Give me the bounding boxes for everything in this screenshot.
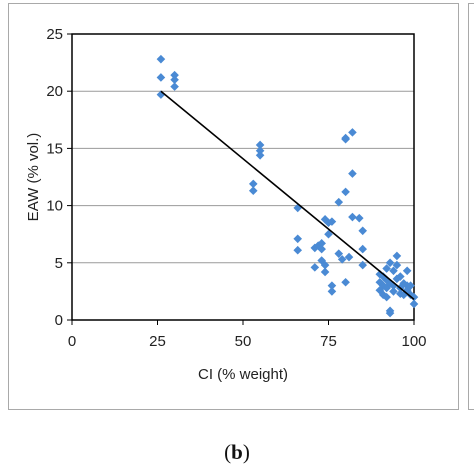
data-point-53 bbox=[385, 258, 395, 268]
data-point-62 bbox=[392, 274, 402, 284]
data-point-18 bbox=[317, 244, 326, 254]
data-point-72 bbox=[406, 290, 415, 300]
data-point-20 bbox=[320, 215, 330, 224]
data-point-0 bbox=[156, 54, 166, 64]
data-point-16 bbox=[313, 241, 323, 250]
data-point-2 bbox=[156, 90, 166, 99]
data-point-10 bbox=[255, 150, 265, 160]
data-point-33 bbox=[341, 187, 350, 197]
data-point-35 bbox=[344, 252, 354, 262]
data-point-44 bbox=[375, 277, 385, 287]
trendline bbox=[160, 90, 415, 301]
figure-frame bbox=[8, 3, 459, 410]
data-point-29 bbox=[334, 249, 344, 258]
data-point-68 bbox=[402, 266, 412, 276]
data-point-39 bbox=[354, 213, 364, 223]
data-point-61 bbox=[392, 260, 402, 270]
y-tick-label-25: 25 bbox=[46, 26, 63, 43]
data-point-3 bbox=[170, 70, 179, 80]
data-point-26 bbox=[327, 281, 337, 290]
data-point-71 bbox=[406, 281, 415, 290]
data-point-7 bbox=[248, 186, 258, 196]
data-point-43 bbox=[375, 269, 385, 279]
x-tick-label-25: 25 bbox=[149, 333, 166, 350]
data-point-15 bbox=[310, 263, 320, 272]
y-axis-ticks: 0 5 10 15 20 25 bbox=[46, 26, 72, 329]
x-axis-title: CI (% weight) bbox=[198, 366, 288, 383]
data-point-30 bbox=[337, 255, 347, 264]
data-point-45 bbox=[375, 285, 385, 295]
data-point-27 bbox=[327, 287, 337, 296]
adjacent-panel-edge bbox=[468, 3, 474, 410]
plot-area-frame bbox=[71, 33, 415, 321]
data-point-11 bbox=[293, 203, 303, 213]
data-point-52 bbox=[382, 292, 391, 302]
data-point-22 bbox=[320, 267, 330, 277]
y-tick-label-20: 20 bbox=[46, 83, 63, 100]
x-tick-label-75: 75 bbox=[320, 333, 337, 350]
x-axis-ticks: 0 25 50 75 100 bbox=[68, 320, 427, 350]
x-tick-label-0: 0 bbox=[68, 333, 76, 350]
data-point-57 bbox=[389, 266, 398, 276]
data-point-21 bbox=[320, 260, 330, 270]
data-point-56 bbox=[385, 308, 395, 318]
data-point-34 bbox=[341, 277, 350, 287]
panel-label: (b) bbox=[0, 440, 474, 465]
panel-label-letter: b bbox=[231, 440, 243, 464]
y-tick-label-10: 10 bbox=[46, 198, 63, 215]
data-point-28 bbox=[334, 197, 344, 207]
data-point-1 bbox=[156, 73, 166, 82]
data-point-49 bbox=[382, 264, 391, 273]
data-point-67 bbox=[399, 290, 409, 300]
data-point-5 bbox=[170, 82, 179, 91]
data-point-32 bbox=[341, 133, 350, 143]
data-point-74 bbox=[409, 299, 419, 309]
data-point-24 bbox=[324, 229, 333, 239]
data-point-19 bbox=[317, 256, 326, 265]
data-point-36 bbox=[348, 128, 357, 137]
data-point-41 bbox=[358, 244, 367, 254]
data-point-66 bbox=[399, 279, 409, 288]
data-point-8 bbox=[255, 140, 265, 150]
data-point-73 bbox=[409, 292, 419, 302]
data-point-25 bbox=[327, 217, 337, 226]
data-point-38 bbox=[348, 212, 357, 222]
data-point-40 bbox=[358, 226, 367, 236]
x-tick-label-100: 100 bbox=[401, 333, 426, 350]
data-points bbox=[156, 54, 419, 318]
data-point-65 bbox=[396, 289, 405, 298]
data-point-6 bbox=[248, 179, 258, 189]
y-tick-label-0: 0 bbox=[55, 312, 63, 329]
data-point-13 bbox=[293, 245, 303, 255]
data-point-17 bbox=[317, 239, 326, 248]
x-tick-label-50: 50 bbox=[235, 333, 252, 350]
scatter-chart: 0 5 10 15 20 25 0 25 50 75 100 CI (% weight) EAW … bbox=[25, 26, 427, 383]
data-point-59 bbox=[389, 287, 398, 296]
y-tick-label-15: 15 bbox=[46, 140, 63, 157]
y-tick-label-5: 5 bbox=[55, 255, 63, 272]
data-point-37 bbox=[348, 169, 357, 178]
y-axis-title: EAW (% vol.) bbox=[25, 133, 42, 222]
gridlines bbox=[72, 90, 414, 264]
data-point-60 bbox=[392, 251, 402, 261]
data-point-47 bbox=[378, 281, 388, 290]
panel-label-open: ( bbox=[224, 440, 232, 464]
data-point-12 bbox=[293, 234, 303, 244]
panel-label-close: ) bbox=[242, 440, 250, 464]
data-point-9 bbox=[255, 146, 265, 155]
data-point-63 bbox=[396, 272, 405, 281]
data-point-42 bbox=[358, 260, 367, 270]
data-point-4 bbox=[170, 75, 179, 85]
